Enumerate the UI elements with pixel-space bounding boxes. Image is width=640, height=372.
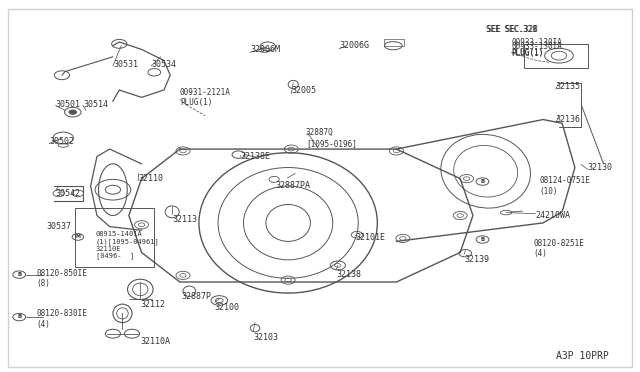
Text: 32138: 32138 bbox=[336, 270, 361, 279]
Text: 32110A: 32110A bbox=[140, 337, 170, 346]
Bar bbox=[384, 39, 404, 46]
Text: 32006M: 32006M bbox=[250, 45, 280, 54]
Text: M: M bbox=[76, 234, 81, 239]
Text: 32110: 32110 bbox=[138, 174, 163, 183]
Text: 32130: 32130 bbox=[588, 163, 612, 172]
Text: 32113: 32113 bbox=[172, 215, 197, 224]
Text: 00933-130IA: 00933-130IA bbox=[511, 42, 562, 51]
Text: 30514: 30514 bbox=[83, 100, 108, 109]
Text: 32136: 32136 bbox=[556, 115, 580, 124]
Text: SEE SEC.328: SEE SEC.328 bbox=[486, 25, 536, 33]
Text: 30542: 30542 bbox=[56, 189, 81, 198]
Text: 08915-1401A
(1)[1095-04961]
32110E
[0496-  ]: 08915-1401A (1)[1095-04961] 32110E [0496… bbox=[96, 231, 159, 259]
Text: 32005: 32005 bbox=[291, 86, 316, 94]
Text: B: B bbox=[481, 237, 484, 242]
Text: A3P 10PRP: A3P 10PRP bbox=[556, 351, 609, 361]
Text: 08120-830IE
(4): 08120-830IE (4) bbox=[36, 309, 87, 328]
Text: 08124-0751E
(10): 08124-0751E (10) bbox=[540, 176, 591, 196]
Text: 30502: 30502 bbox=[49, 137, 74, 146]
Text: 24210WA: 24210WA bbox=[536, 211, 570, 220]
Bar bbox=[75, 208, 154, 267]
Text: 32112: 32112 bbox=[140, 300, 165, 309]
Text: 32138E: 32138E bbox=[241, 152, 270, 161]
Text: 00933-130IA
PLUG(1): 00933-130IA PLUG(1) bbox=[511, 38, 562, 57]
Text: B: B bbox=[17, 314, 21, 319]
Text: B: B bbox=[17, 272, 21, 277]
Text: 32139: 32139 bbox=[464, 255, 489, 264]
Text: B: B bbox=[481, 179, 484, 184]
Text: 32006G: 32006G bbox=[339, 41, 369, 50]
Text: 08120-8251E
(4): 08120-8251E (4) bbox=[534, 239, 584, 259]
Text: 30501: 30501 bbox=[56, 100, 81, 109]
Text: 32887P: 32887P bbox=[182, 292, 212, 301]
Text: 30537: 30537 bbox=[46, 222, 71, 231]
Circle shape bbox=[69, 110, 77, 114]
Text: 32135: 32135 bbox=[556, 82, 580, 91]
Text: 32103: 32103 bbox=[253, 333, 278, 342]
Text: 08120-850IE
(8): 08120-850IE (8) bbox=[36, 269, 87, 288]
Text: 30534: 30534 bbox=[151, 60, 176, 69]
Text: 00931-2121A
PLUG(1): 00931-2121A PLUG(1) bbox=[180, 88, 230, 107]
Text: 32887PA: 32887PA bbox=[275, 182, 310, 190]
Text: PLUG(1): PLUG(1) bbox=[511, 49, 543, 58]
Text: 32100: 32100 bbox=[215, 303, 240, 312]
Text: SEE SEC.328: SEE SEC.328 bbox=[487, 25, 538, 33]
Text: 32887Q
[1095-0196]: 32887Q [1095-0196] bbox=[306, 128, 357, 148]
Text: 32101E: 32101E bbox=[355, 233, 385, 242]
Bar bbox=[524, 44, 588, 68]
Text: 30531: 30531 bbox=[113, 60, 138, 69]
